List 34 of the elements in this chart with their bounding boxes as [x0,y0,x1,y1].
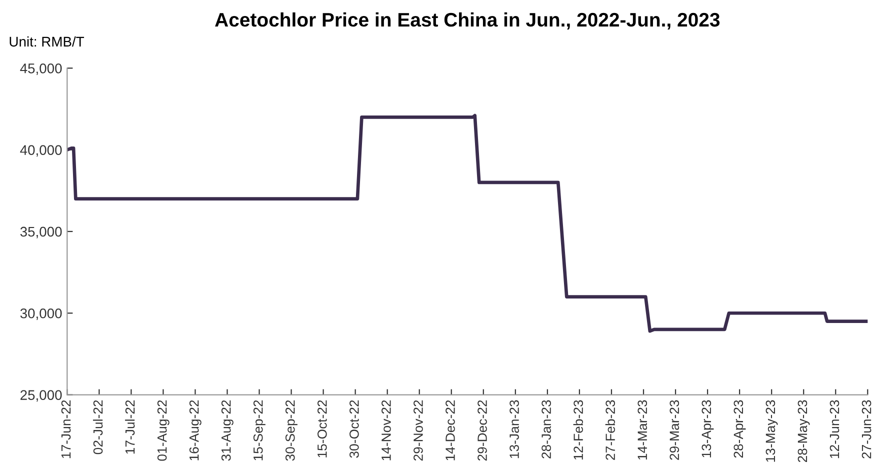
x-tick-label: 12-Jun-23 [830,400,840,458]
y-tick-label: 45,000 [20,63,62,75]
x-tick-label: 29-Dec-22 [478,400,487,461]
x-tick-label: 02-Jul-22 [93,400,103,454]
x-tick-label: 29-Mar-23 [670,400,680,460]
x-tick-label: 28-May-23 [798,400,810,462]
x-tick-label: 30-Sep-22 [285,400,298,461]
x-tick-label: 27-Feb-23 [605,400,616,460]
x-tick-label: 12-Feb-23 [573,400,584,460]
x-tick-label: 01-Aug-22 [157,400,170,461]
line-series [67,114,868,333]
chart-title: Acetochlor Price in East China in Jun., 2022-Jun., 2023 [215,12,720,30]
x-tick-label: 31-Aug-22 [221,400,234,461]
x-tick-label: 14-Mar-23 [638,400,648,460]
x-tick-label: 30-Oct-22 [350,400,359,458]
x-tick-label: 17-Jun-22 [61,400,71,458]
x-tick-label: 13-May-23 [766,400,778,462]
x-tick-label: 13-Jan-23 [510,400,519,458]
x-tick-label: 15-Oct-22 [318,400,327,458]
y-tick-label: 30,000 [20,308,62,320]
x-tick-label: 29-Nov-22 [414,400,423,461]
y-tick-label: 40,000 [20,145,62,157]
y-axis-title: Unit: RMB/T [10,36,84,47]
x-tick-label: 13-Apr-23 [702,400,714,458]
x-tick-label: 16-Aug-22 [189,400,202,460]
y-tick-label: 25,000 [20,390,62,402]
x-tick-label: 15-Sep-22 [253,400,266,460]
x-tick-label: 28-Jan-23 [542,400,551,458]
x-tick-label: 27-Jun-23 [862,400,872,458]
x-tick-label: 17-Jul-22 [125,400,135,454]
y-tick-label: 35,000 [20,226,62,238]
x-tick-label: 28-Apr-23 [734,400,746,458]
x-tick-label: 14-Nov-22 [382,400,391,460]
x-tick-label: 14-Dec-22 [446,400,455,460]
